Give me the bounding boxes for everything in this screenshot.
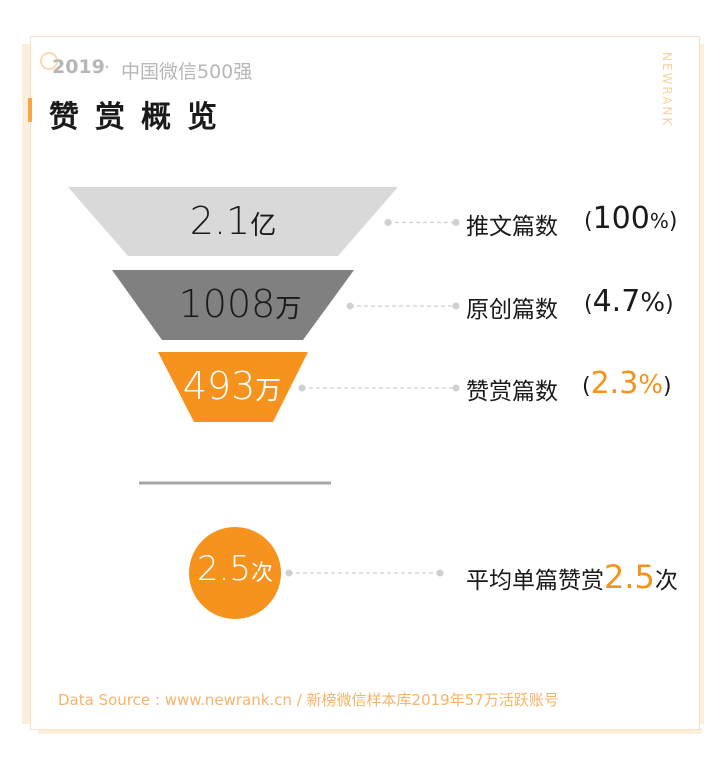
header-subtitle: 中国微信500强 bbox=[121, 61, 253, 83]
value-number: 493 bbox=[182, 364, 256, 408]
decorative-bottom-stripe bbox=[38, 728, 702, 734]
average-value: 2.5次 bbox=[196, 549, 274, 589]
connector-dot bbox=[384, 219, 392, 226]
infographic-card bbox=[30, 36, 700, 730]
average-description: 平均单篇赞赏2.5次 bbox=[466, 558, 678, 596]
funnel-stage-1 bbox=[68, 187, 398, 256]
funnel-value: 2.1亿 bbox=[153, 199, 313, 243]
funnel-value: 1008万 bbox=[160, 282, 320, 326]
title-accent-bar bbox=[28, 98, 32, 122]
connector-dot bbox=[452, 219, 460, 226]
brand-watermark: NEWRANK bbox=[660, 52, 674, 128]
value-unit: 万 bbox=[275, 294, 302, 324]
connector-dot bbox=[346, 302, 354, 310]
average-circle bbox=[189, 527, 281, 619]
stage-label: 赞赏篇数 bbox=[466, 379, 558, 405]
stage-percent: (4.7%) bbox=[584, 284, 674, 319]
connector-dot bbox=[452, 302, 460, 310]
connector-dot bbox=[436, 569, 444, 577]
connector-dot bbox=[298, 384, 306, 392]
data-source-footer: Data Source : www.newrank.cn / 新榜微信样本库20… bbox=[58, 691, 559, 709]
stage-label: 原创篇数 bbox=[466, 297, 558, 323]
ring-decoration-icon bbox=[40, 52, 58, 70]
value-number: 1008 bbox=[178, 282, 276, 326]
funnel-stage-2 bbox=[112, 270, 354, 340]
value-unit: 亿 bbox=[250, 210, 277, 241]
stage-label: 推文篇数 bbox=[466, 213, 558, 240]
value-number: 2.1 bbox=[189, 198, 251, 243]
header-year: 2019 bbox=[52, 56, 105, 78]
connector-dot bbox=[285, 569, 293, 577]
connector-dot bbox=[452, 384, 460, 392]
value-unit: 万 bbox=[255, 376, 282, 406]
decorative-left-stripe bbox=[22, 44, 30, 724]
stage-percent: (100%) bbox=[584, 200, 678, 236]
stage-percent: (2.3%) bbox=[582, 366, 672, 401]
header-separator: · bbox=[104, 57, 110, 78]
decorative-right-stripe bbox=[698, 44, 704, 724]
page-title: 赞赏概览 bbox=[49, 100, 233, 135]
funnel-value: 493万 bbox=[152, 364, 312, 408]
funnel-stage-3 bbox=[158, 352, 308, 422]
